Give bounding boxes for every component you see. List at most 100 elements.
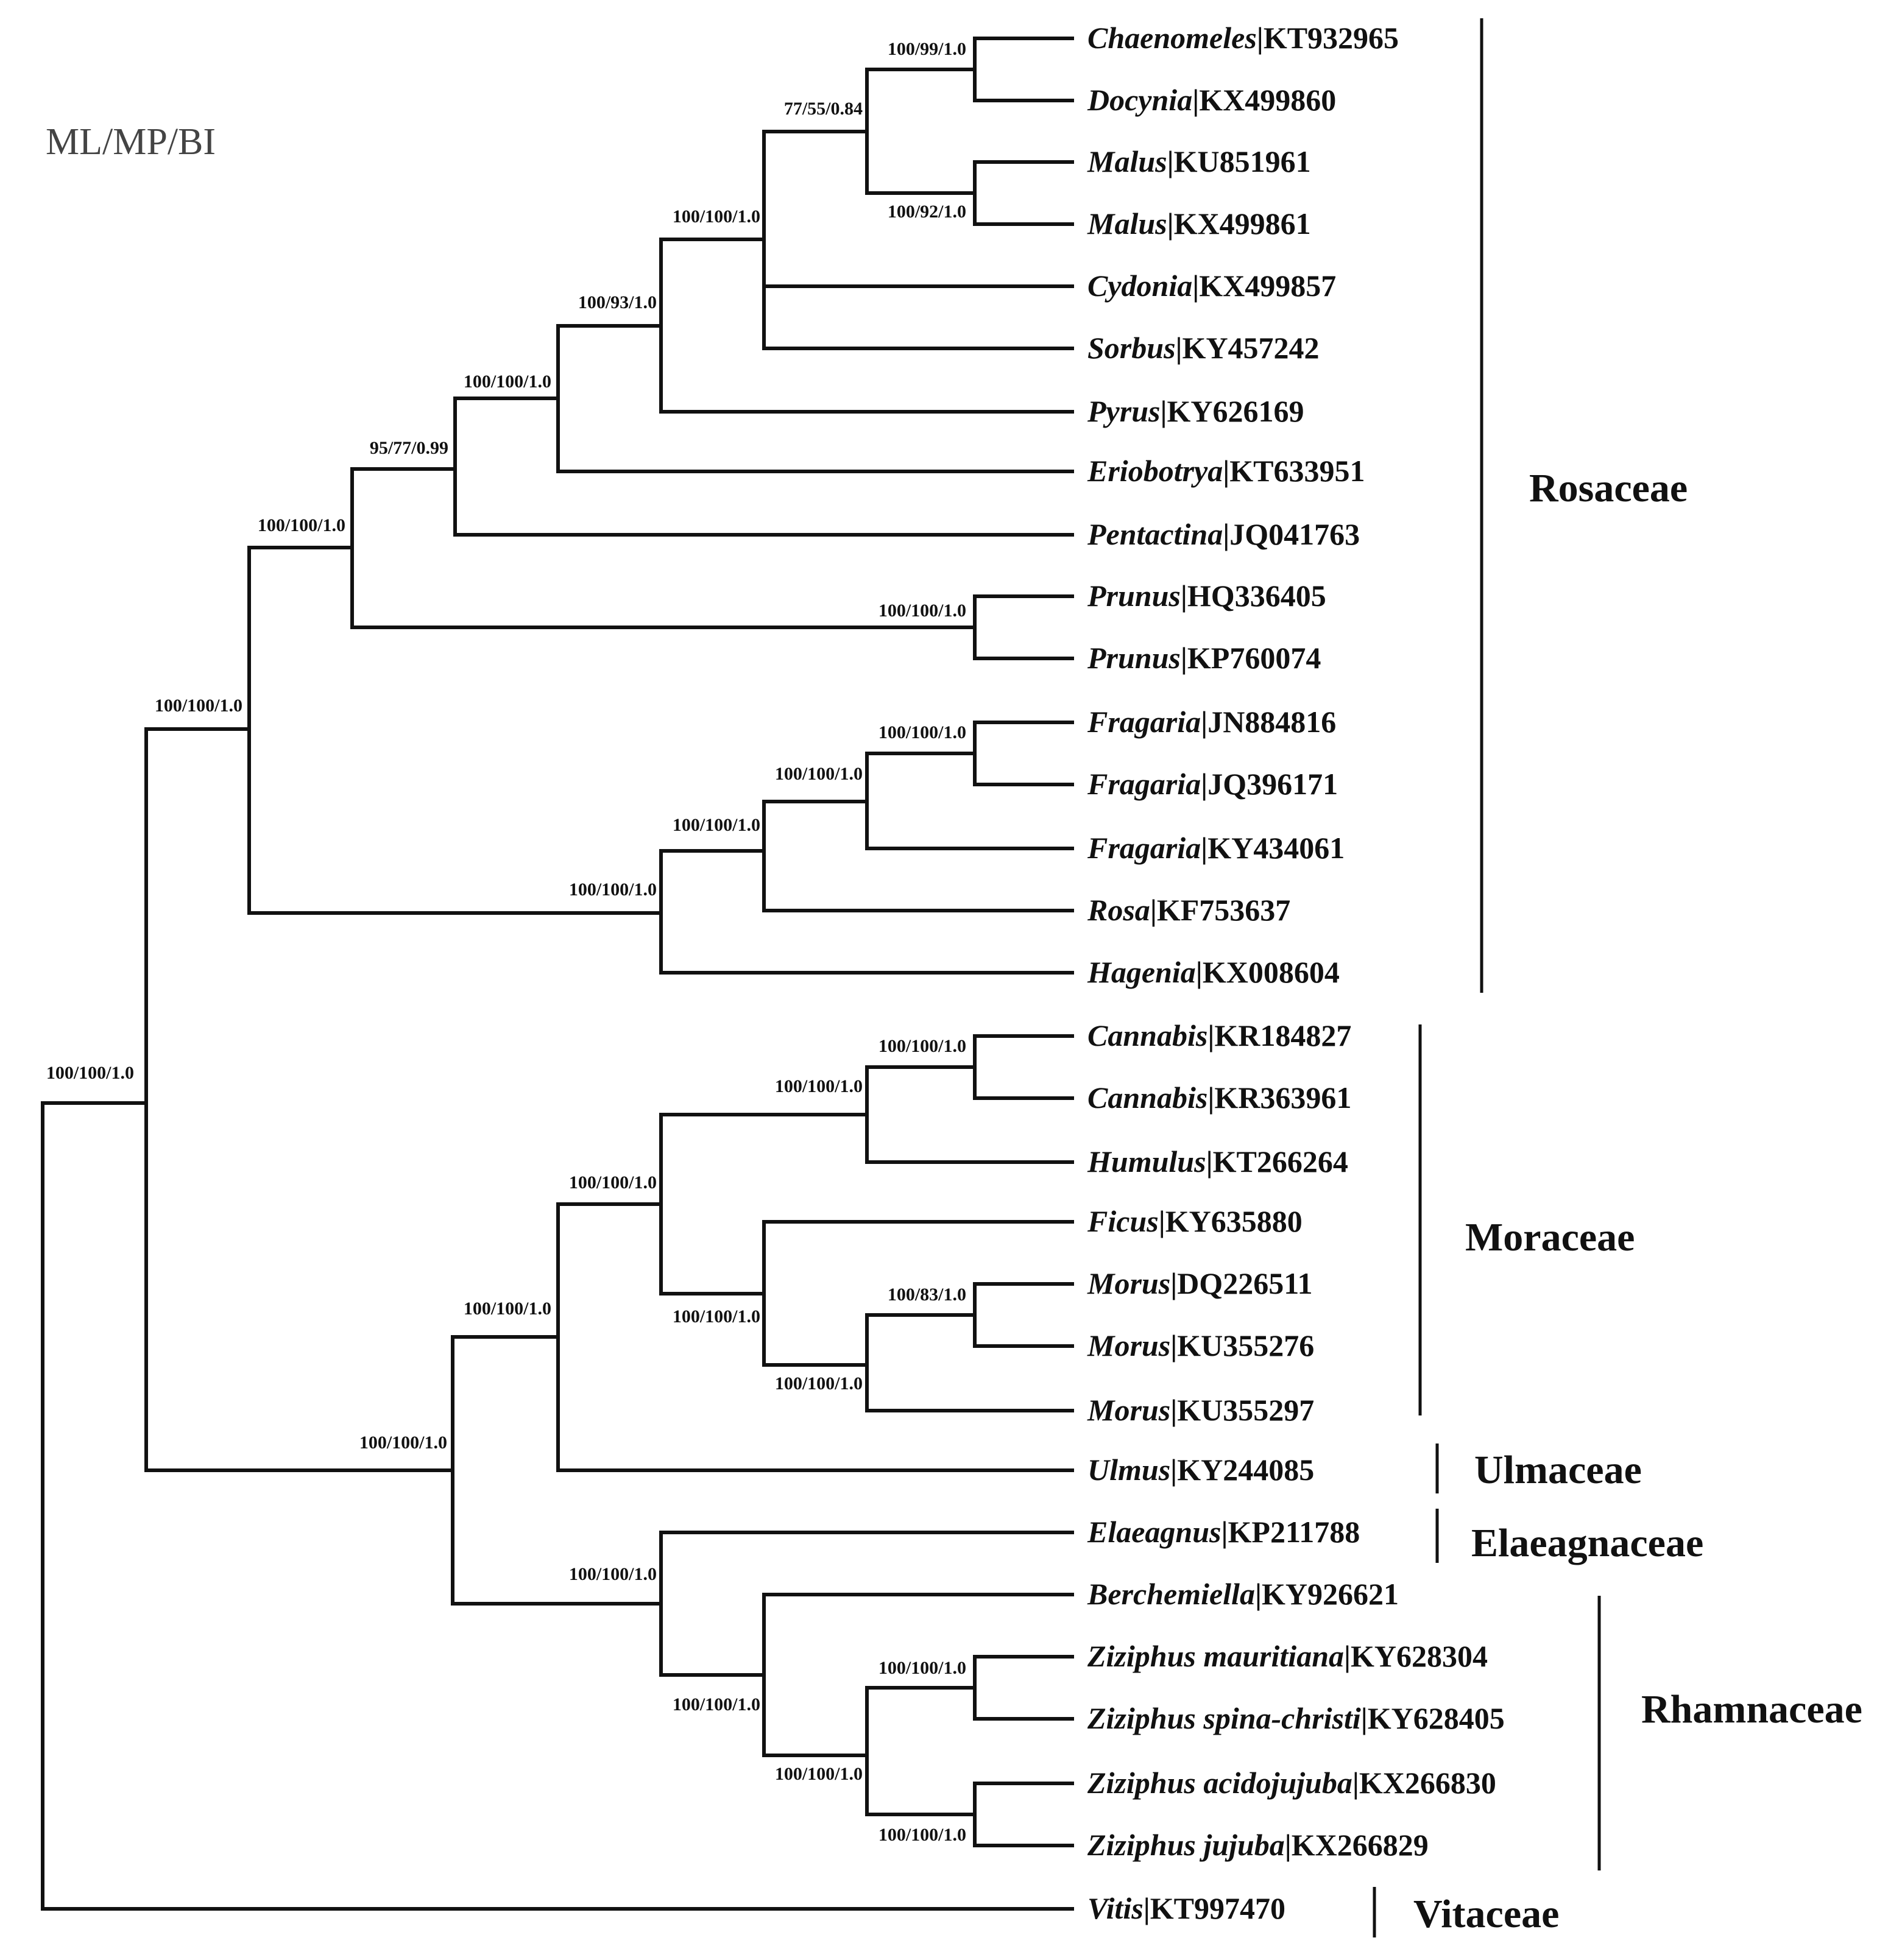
taxon-genus: Prunus [1087,641,1181,675]
taxon-separator: | [1223,454,1229,488]
taxon-label: Fragaria|JQ396171 [1087,767,1338,801]
taxon-label: Malus|KU851961 [1087,144,1311,178]
taxon-genus: Ulmus [1087,1453,1170,1487]
family-label-rhamnaceae: Rhamnaceae [1641,1687,1862,1732]
taxon-genus: Fragaria [1087,831,1201,865]
taxon-separator: | [1361,1701,1368,1735]
taxon-genus: Morus [1087,1393,1170,1427]
taxon-accession: JQ396171 [1207,767,1338,801]
taxon-separator: | [1201,705,1207,739]
support-value: 100/100/1.0 [464,372,551,392]
support-value: 100/83/1.0 [888,1285,966,1305]
taxon-accession: KU355297 [1177,1393,1314,1427]
taxon-genus: Fragaria [1087,767,1201,801]
taxon-label: Morus|KU355297 [1087,1393,1314,1427]
taxon-accession: KX008604 [1203,955,1340,989]
taxon-genus: Pyrus [1087,394,1160,428]
support-value: 100/100/1.0 [775,1764,863,1784]
taxon-label: Ziziphus spina-christi|KY628405 [1087,1701,1505,1735]
support-value: 100/100/1.0 [673,1694,760,1715]
taxon-accession: KX499857 [1199,269,1336,303]
taxon-genus: Hagenia [1087,955,1196,989]
taxon-accession: KT633951 [1229,454,1365,488]
taxon-accession: KY244085 [1177,1453,1314,1487]
taxon-accession: KP760074 [1187,641,1321,675]
support-value: 100/100/1.0 [879,601,966,621]
taxon-label: Ziziphus acidojujuba|KX266830 [1087,1766,1496,1800]
legend-label: ML/MP/BI [46,121,216,163]
taxon-separator: | [1170,1393,1177,1427]
taxon-accession: KX499861 [1174,206,1311,241]
family-label-ulmaceae: Ulmaceae [1474,1448,1642,1492]
taxon-separator: | [1181,579,1187,613]
taxon-label: Prunus|HQ336405 [1087,579,1326,613]
taxon-accession: HQ336405 [1187,579,1326,613]
taxon-label: Cannabis|KR184827 [1087,1018,1351,1052]
taxon-genus: Humulus [1087,1144,1206,1179]
tree-branches [41,37,1074,1911]
taxon-genus: Fragaria [1087,705,1201,739]
taxon-separator: | [1176,331,1183,365]
taxon-separator: | [1167,206,1174,241]
family-label-elaeagnaceae: Elaeagnaceae [1471,1521,1703,1565]
taxon-label: Hagenia|KX008604 [1087,955,1340,989]
family-labels: Rosaceae Moraceae Ulmaceae Elaeagnaceae … [1373,18,1862,1937]
taxon-accession: KP211788 [1228,1515,1360,1549]
support-value: 100/100/1.0 [775,1373,863,1394]
support-value: 100/100/1.0 [569,1172,657,1193]
taxon-genus: Berchemiella [1087,1577,1255,1611]
support-value: 100/100/1.0 [464,1299,551,1319]
taxon-genus: Prunus [1087,579,1181,613]
taxon-genus: Morus [1087,1266,1170,1300]
taxon-label: Vitis|KT997470 [1087,1891,1285,1925]
support-value: 100/100/1.0 [673,815,760,835]
taxon-accession: KX266829 [1292,1828,1429,1862]
taxon-label: Morus|KU355276 [1087,1328,1314,1362]
taxon-label: Sorbus|KY457242 [1087,331,1320,365]
support-value: 100/100/1.0 [879,1658,966,1678]
taxon-label: Ziziphus jujuba|KX266829 [1087,1828,1429,1862]
taxon-separator: | [1196,955,1203,989]
taxon-label: Fragaria|JN884816 [1087,705,1336,739]
support-value: 100/100/1.0 [258,515,345,535]
support-value: 100/92/1.0 [888,202,966,222]
taxon-genus: Cannabis [1087,1018,1207,1052]
taxon-accession: KR363961 [1214,1080,1351,1115]
support-value: 100/93/1.0 [578,292,657,312]
taxon-genus: Ziziphus spina-christi [1087,1701,1361,1735]
taxon-labels: Chaenomeles|KT932965Docynia|KX499860Malu… [1087,21,1505,1925]
support-value: 100/100/1.0 [569,880,657,900]
taxon-genus: Ziziphus mauritiana [1087,1639,1344,1673]
taxon-label: Ulmus|KY244085 [1087,1453,1314,1487]
taxon-accession: KY457242 [1183,331,1320,365]
taxon-label: Fragaria|KY434061 [1087,831,1345,865]
taxon-separator: | [1352,1766,1359,1800]
taxon-accession: KU355276 [1177,1328,1314,1362]
taxon-accession: KT997470 [1150,1891,1285,1925]
taxon-separator: | [1170,1453,1177,1487]
family-label-rosaceae: Rosaceae [1529,466,1688,510]
taxon-genus: Elaeagnus [1087,1515,1221,1549]
support-value: 95/77/0.99 [370,438,448,458]
support-value: 100/100/1.0 [879,722,966,742]
taxon-genus: Pentactina [1087,517,1223,551]
taxon-accession: JN884816 [1207,705,1336,739]
support-value: 100/100/1.0 [879,1036,966,1056]
taxon-accession: KY626169 [1167,394,1304,428]
support-value: 77/55/0.84 [784,99,863,119]
taxon-genus: Vitis [1087,1891,1144,1925]
taxon-separator: | [1223,517,1229,551]
taxon-accession: KX499860 [1199,83,1336,117]
taxon-label: Berchemiella|KY926621 [1087,1577,1399,1611]
taxon-genus: Eriobotrya [1087,454,1223,488]
taxon-separator: | [1207,1080,1214,1115]
support-value: 100/100/1.0 [673,1306,760,1327]
taxon-separator: | [1201,831,1207,865]
taxon-label: Morus|DQ226511 [1087,1266,1312,1300]
taxon-label: Ziziphus mauritiana|KY628304 [1087,1639,1488,1673]
family-label-vitaceae: Vitaceae [1413,1892,1559,1936]
taxon-genus: Chaenomeles [1087,21,1257,55]
taxon-label: Docynia|KX499860 [1087,83,1336,117]
taxon-genus: Rosa [1087,893,1150,927]
family-label-moraceae: Moraceae [1465,1215,1635,1260]
